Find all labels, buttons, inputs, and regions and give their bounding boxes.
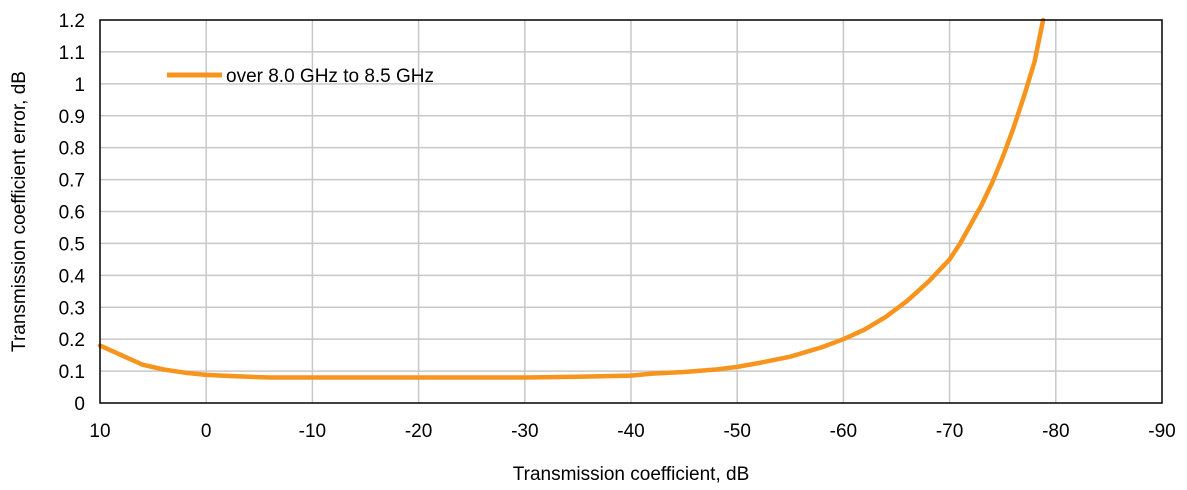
- y-tick-label: 0.4: [59, 266, 86, 287]
- y-tick-label: 1.1: [59, 43, 85, 64]
- x-tick-label: -30: [511, 421, 538, 442]
- x-tick-label: -10: [299, 421, 326, 442]
- y-tick-labels: 0 0.1 0.2 0.3 0.4 0.5 0.6 0.7 0.8 0.9 1 1.1 1.2: [59, 11, 86, 415]
- x-tick-label: -40: [617, 421, 644, 442]
- plot-frame: [99, 19, 1163, 404]
- y-tick-label: 0: [74, 394, 85, 415]
- x-tick-label: -70: [936, 421, 963, 442]
- y-tick-label: 0.3: [59, 298, 85, 319]
- gridlines: [100, 20, 1162, 403]
- x-tick-label: -50: [723, 421, 750, 442]
- x-tick-label: -60: [830, 421, 857, 442]
- y-tick-label: 0.1: [59, 362, 85, 383]
- x-axis-title: Transmission coefficient, dB: [513, 464, 750, 485]
- x-tick-labels: 10 0 -10 -20 -30 -40 -50 -60 -70 -80 -90: [89, 421, 1175, 442]
- y-tick-label: 1.2: [59, 11, 85, 32]
- y-axis-title: Transmission coefficient error, dB: [9, 71, 30, 352]
- y-tick-label: 0.9: [59, 107, 85, 128]
- y-tick-label: 0.5: [59, 234, 85, 255]
- y-tick-label: 1: [74, 75, 85, 96]
- legend-label: over 8.0 GHz to 8.5 GHz: [226, 66, 434, 87]
- x-tick-label: 0: [201, 421, 212, 442]
- x-tick-label: -80: [1042, 421, 1069, 442]
- series-layer: [97, 17, 1046, 380]
- y-tick-label: 0.2: [59, 330, 85, 351]
- y-tick-label: 0.7: [59, 171, 85, 192]
- x-tick-label: -20: [405, 421, 432, 442]
- series-line: [97, 17, 1046, 380]
- legend: over 8.0 GHz to 8.5 GHz: [167, 66, 434, 87]
- y-tick-label: 0.8: [59, 139, 85, 160]
- x-tick-label: 10: [89, 421, 110, 442]
- x-tick-label: -90: [1148, 421, 1175, 442]
- y-tick-label: 0.6: [59, 203, 85, 224]
